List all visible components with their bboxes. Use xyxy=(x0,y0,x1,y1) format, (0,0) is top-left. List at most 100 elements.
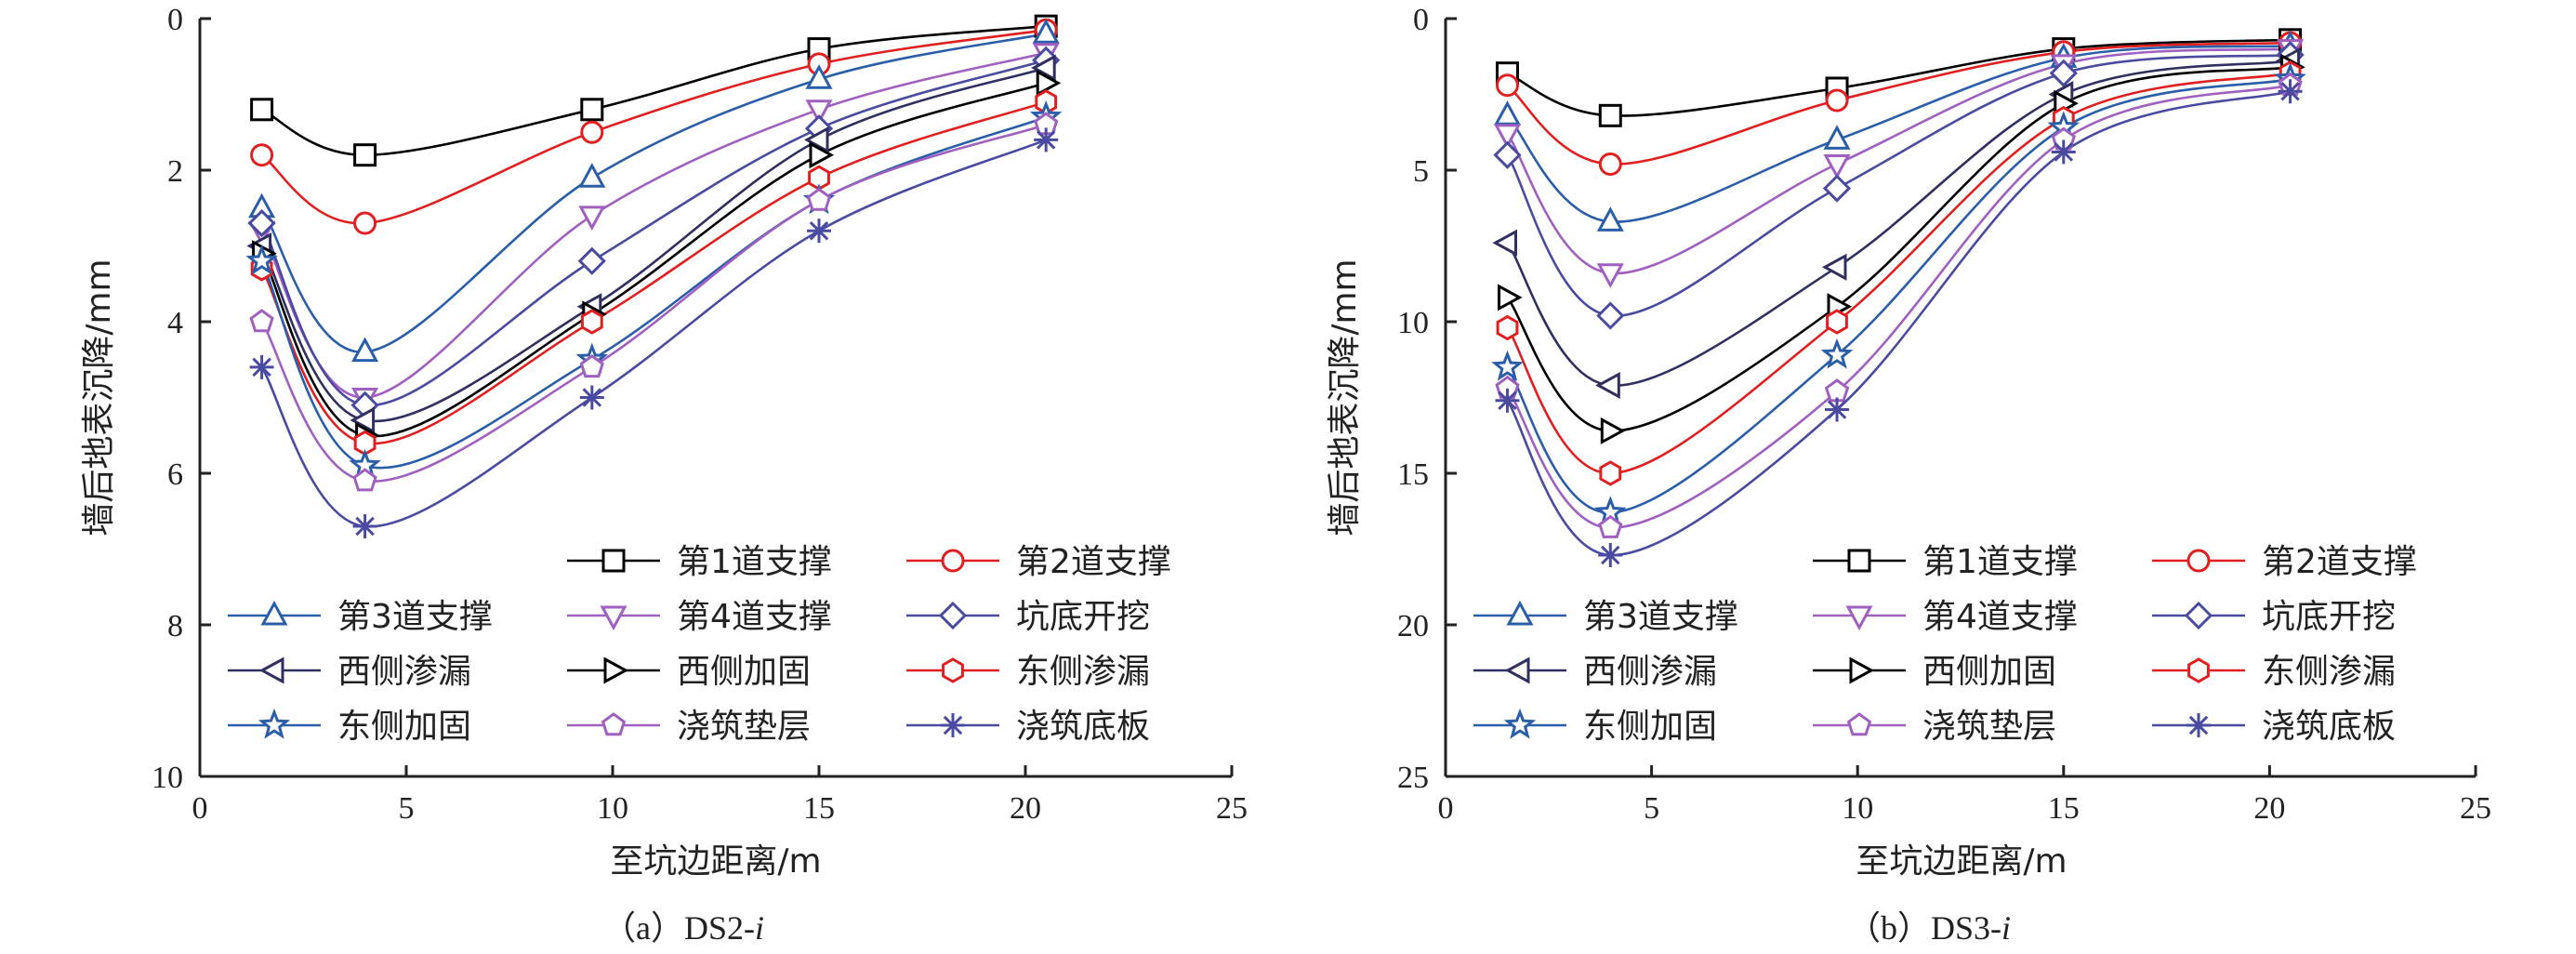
legend-item: 第1道支撑 xyxy=(567,543,832,581)
data-point xyxy=(1034,127,1059,152)
legend-marker xyxy=(1847,549,1871,573)
data-point xyxy=(1826,309,1848,335)
data-point xyxy=(807,219,831,244)
legend-item: 第3道支撑 xyxy=(228,598,493,636)
series-line xyxy=(260,115,1047,470)
data-point xyxy=(352,514,377,539)
legend-item: 东侧加固 xyxy=(228,708,471,746)
data-point xyxy=(1822,174,1852,203)
y-tick-label: 4 xyxy=(167,306,183,340)
panel-caption: （a）DS2-i xyxy=(602,909,764,947)
data-point xyxy=(1823,125,1851,150)
series-line xyxy=(1506,84,2291,530)
data-point xyxy=(1596,263,1624,288)
legend-label: 西侧加固 xyxy=(1922,653,2056,691)
legend-item: 坑底开挖 xyxy=(2152,598,2396,636)
legend-item: 浇筑底板 xyxy=(906,708,1150,746)
legend-marker xyxy=(260,600,288,626)
series-line xyxy=(1506,41,2291,166)
series-line xyxy=(260,33,1047,353)
data-point xyxy=(803,126,829,153)
legend-marker xyxy=(2187,657,2210,683)
legend-marker xyxy=(941,713,965,737)
data-point xyxy=(805,99,833,125)
caption-prefix: （b）DS3- xyxy=(1847,909,2001,947)
legend-item: 第1道支撑 xyxy=(1813,543,2078,581)
plot-area xyxy=(245,14,1063,539)
y-tick-label: 10 xyxy=(1397,306,1429,340)
data-point xyxy=(250,143,274,167)
data-point xyxy=(351,337,379,363)
data-point xyxy=(1599,460,1622,486)
legend-marker xyxy=(600,605,627,631)
data-point xyxy=(578,205,606,232)
x-tick-label: 25 xyxy=(1216,791,1248,826)
legend-marker xyxy=(2184,601,2213,630)
legend-marker xyxy=(1845,605,1873,631)
legend-item: 西侧渗漏 xyxy=(1473,653,1717,691)
data-point xyxy=(1496,314,1519,341)
legend-label: 东侧加固 xyxy=(337,708,471,746)
data-point xyxy=(1492,229,1517,257)
legend-label: 第2道支撑 xyxy=(1016,543,1171,581)
data-point xyxy=(1821,253,1847,281)
data-point xyxy=(1493,124,1522,150)
y-axis-title: 墙后地表沉降/mm xyxy=(80,258,118,536)
legend-label: 浇筑垫层 xyxy=(1922,708,2056,746)
legend-label: 第1道支撑 xyxy=(677,543,832,581)
caption-prefix: （a）DS2- xyxy=(602,909,755,947)
legend-marker xyxy=(601,712,627,736)
caption-italic: i xyxy=(755,909,764,947)
data-point xyxy=(1493,140,1522,169)
legend-marker xyxy=(601,549,626,573)
legend-marker xyxy=(938,601,968,630)
legend-label: 坑底开挖 xyxy=(2262,598,2396,636)
panel-caption: （b）DS3-i xyxy=(1847,909,2011,947)
data-point xyxy=(1598,514,1623,538)
legend-item: 西侧渗漏 xyxy=(228,653,471,691)
legend-item: 坑底开挖 xyxy=(906,598,1150,636)
legend-item: 第4道支撑 xyxy=(1813,598,2078,636)
series-line xyxy=(1506,53,2291,317)
legend-item: 西侧加固 xyxy=(1813,653,2056,691)
legend-marker xyxy=(2186,549,2211,573)
legend-label: 西侧渗漏 xyxy=(337,653,471,691)
data-point xyxy=(2049,59,2078,87)
y-tick-label: 0 xyxy=(1413,3,1429,37)
legend-label: 浇筑垫层 xyxy=(677,708,811,746)
series-line xyxy=(1506,89,2291,557)
legend-label: 东侧渗漏 xyxy=(1016,653,1150,691)
legend-label: 坑底开挖 xyxy=(1016,598,1150,636)
legend-label: 东侧渗漏 xyxy=(2262,653,2396,691)
data-point xyxy=(1495,73,1519,98)
y-tick-label: 0 xyxy=(167,3,183,37)
y-tick-label: 6 xyxy=(167,457,183,492)
legend-marker xyxy=(941,549,965,573)
x-tick-label: 10 xyxy=(597,791,628,826)
series-line xyxy=(260,123,1047,483)
data-point xyxy=(1598,152,1622,176)
data-point xyxy=(580,309,603,335)
data-point xyxy=(245,244,278,275)
data-point xyxy=(353,143,377,167)
legend-item: 浇筑垫层 xyxy=(1813,708,2056,746)
data-point xyxy=(1031,54,1056,82)
legend-marker xyxy=(258,708,291,739)
series-line xyxy=(1506,47,2291,275)
data-point xyxy=(1823,154,1851,179)
y-axis-title: 墙后地表沉降/mm xyxy=(1326,258,1364,536)
series-line xyxy=(260,51,1047,399)
caption-italic: i xyxy=(2001,909,2011,947)
data-point xyxy=(249,354,274,379)
legend-item: 第2道支撑 xyxy=(906,543,1171,581)
y-tick-label: 15 xyxy=(1397,457,1429,492)
series-line xyxy=(1506,77,2291,514)
x-tick-label: 15 xyxy=(803,791,835,826)
data-point xyxy=(1491,350,1524,381)
data-point xyxy=(577,246,606,275)
data-point xyxy=(1596,206,1624,232)
legend-item: 第4道支撑 xyxy=(567,598,832,636)
plot-area xyxy=(1491,28,2306,568)
